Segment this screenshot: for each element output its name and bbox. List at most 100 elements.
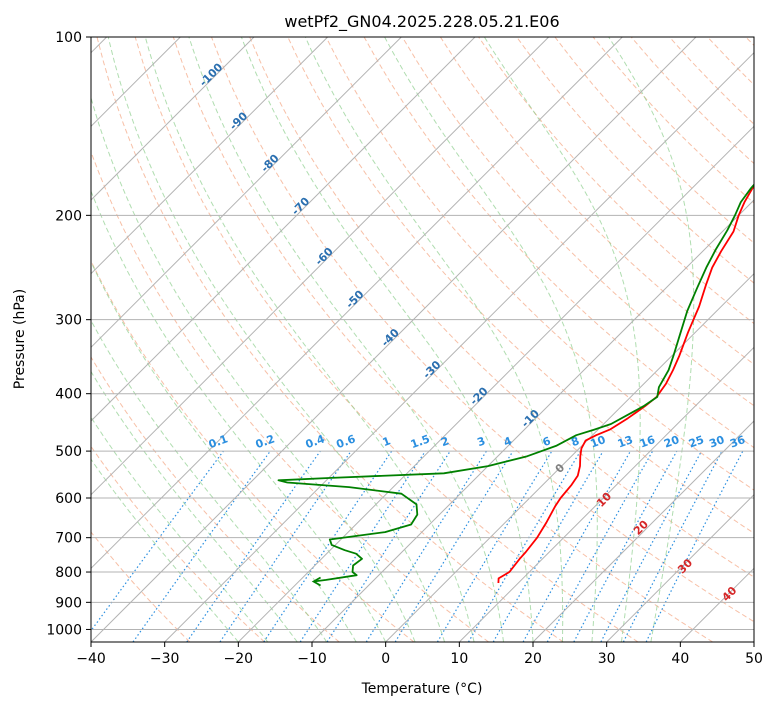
moist-adiabat-line [144,37,475,642]
mixing-ratio-label: 8 [569,434,581,449]
dry-adiabat-line [96,37,564,642]
y-tick-label: 800 [55,565,82,581]
isotherm-line [91,37,255,201]
dry-adiabat-line [325,37,754,491]
dewpoint-arrowhead [311,576,322,587]
isotherm-line [91,37,550,496]
isotherm-line [458,346,754,642]
moist-adiabats [91,37,695,642]
moist-adiabat-line [91,458,239,642]
profile-series [277,183,754,587]
mixing-ratio-label: 0.1 [207,432,230,451]
x-tick-label: −20 [224,651,254,667]
mixing-ratio-line [546,450,654,642]
plot-frame [90,36,755,643]
isotherm-line [385,272,754,642]
mixing-ratio-label: 0.4 [304,432,327,451]
moist-adiabat-line [91,416,269,642]
dry-adiabats [91,37,754,642]
isotherm-line [164,51,754,642]
moist-adiabat-line [188,37,504,642]
x-tick-label: −30 [150,651,180,667]
y-tick-label: 600 [55,491,82,507]
mixing-ratio-label: 16 [638,433,657,451]
moist-adiabat-line [240,37,534,642]
isotherm-line [606,493,754,642]
dry-adiabat-line [91,356,340,642]
isotherm-line [91,37,476,422]
isotherm-line [91,37,329,275]
moist-adiabat-line [384,37,598,642]
mixing-ratio-label: 6 [541,434,553,449]
moist-adiabat-line [483,37,641,642]
moist-adiabat-line [304,37,564,642]
x-tick-label: −40 [76,651,106,667]
dry-adiabat-line [172,37,713,642]
moist-adiabat-line [608,37,695,642]
x-tick-label: 20 [524,651,542,667]
x-tick-label: −10 [297,651,327,667]
moist-adiabat-line [91,319,328,642]
mixing-ratio-label: 2 [439,434,451,449]
plot-area: -100-90-80-70-60-50-40-30-20-100.1 0.2 0.4… [91,37,754,642]
mixing-ratio-label: 0.2 [254,432,277,451]
mixing-ratio-line [132,450,271,642]
y-tick-label: 700 [55,531,82,547]
chart-title: wetPf2_GN04.2025.228.05.21.E06 [284,12,559,32]
isotherm-line [311,199,754,642]
moist-adiabat-line [91,189,387,642]
mixing-ratio-label: 36 [728,433,747,451]
y-tick-label: 400 [55,387,82,403]
y-tick-label: 100 [55,30,82,46]
isotherm-line [91,37,697,642]
dry-adiabat-line [91,445,265,642]
x-tick-label: 0 [381,651,390,667]
dry-adiabat-line [401,37,754,407]
temperature-profile [497,184,754,584]
mixing-ratio-label: 4 [502,434,514,449]
mixing-ratio-line [299,450,426,642]
mixing-ratio-label: 0.6 [335,432,358,451]
isotherm-line [532,420,754,642]
y-tick-label: 900 [55,595,82,611]
dry-adiabat-line [91,150,489,642]
mixing-ratio-lines [91,450,744,642]
dewpoint-profile [277,183,754,583]
isotherm-line [91,37,623,570]
x-axis-label: Temperature (°C) [361,681,483,697]
y-tick-label: 300 [55,313,82,329]
mixing-ratio-line [91,450,224,632]
isotherms [91,37,754,642]
dry-adiabat-line [516,37,754,284]
mixing-ratio-line [186,450,321,642]
x-tick-label: 40 [671,651,689,667]
mixing-ratio-label: 1.5 [409,432,432,451]
x-tick-label: 50 [745,651,763,667]
isotherm-line [237,125,754,642]
mixing-ratio-line [219,450,352,642]
mixing-ratio-label: 1 [381,434,393,449]
mixing-ratio-line [326,450,451,642]
dry-adiabat-line [439,37,754,366]
y-tick-label: 1000 [46,622,82,638]
mixing-ratio-label: 20 [662,433,681,451]
mixing-ratio-line [645,450,744,642]
mixing-ratio-label: 25 [687,433,706,450]
moist-adiabat-line [91,260,357,642]
mixing-ratio-line [573,450,678,642]
y-tick-label: 200 [55,208,82,224]
mixing-ratio-line [522,450,632,642]
x-tick-label: 30 [598,651,616,667]
x-tick-label: 10 [450,651,468,667]
y-axis-label: Pressure (hPa) [12,289,28,389]
pressure-gridlines [91,37,754,630]
mixing-ratio-line [263,450,393,642]
dry-adiabat-line [91,531,191,642]
axis-ticks: −40 −30 −20 −10 0 10 20 30 40 5010020030040050060… [46,30,763,667]
dry-adiabat-line [134,37,639,642]
moist-adiabat-line [107,37,446,642]
mixing-ratio-label: 13 [616,433,635,450]
y-tick-label: 500 [55,444,82,460]
